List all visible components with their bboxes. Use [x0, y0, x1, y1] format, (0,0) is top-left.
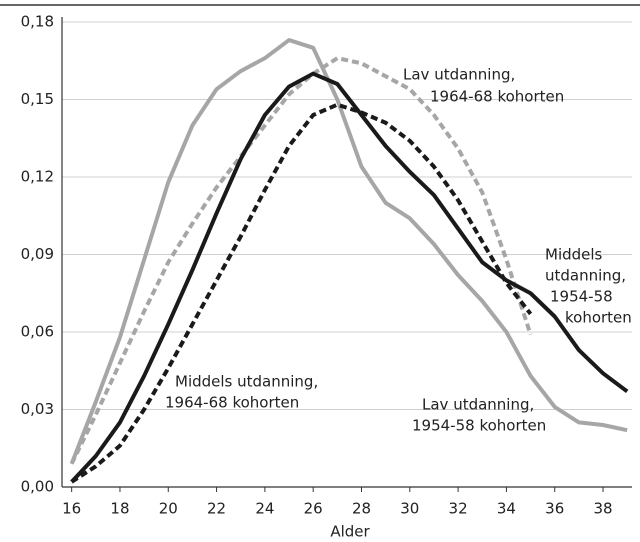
annotation: 1954-58 — [550, 288, 613, 306]
x-tick-label: 36 — [545, 500, 564, 518]
annotation: 1964-68 kohorten — [430, 88, 564, 106]
series-line — [70, 102, 533, 484]
annotation: Lav utdanning, — [403, 66, 515, 84]
y-tick-label: 0,06 — [21, 323, 54, 341]
y-tick-label: 0,03 — [21, 400, 54, 418]
x-tick-label: 34 — [497, 500, 516, 518]
x-tick-label: 22 — [207, 500, 226, 518]
y-tick-label: 0,15 — [21, 90, 54, 108]
series-line — [69, 56, 533, 465]
x-tick-label: 32 — [449, 500, 468, 518]
x-axis-label: Alder — [330, 523, 370, 541]
x-tick-label: 26 — [304, 500, 323, 518]
y-tick-label: 0,00 — [21, 478, 54, 496]
annotation: utdanning, — [545, 267, 626, 285]
x-tick-label: 16 — [62, 500, 81, 518]
annotation: Middels utdanning, — [175, 373, 318, 391]
y-tick-label: 0,09 — [21, 245, 54, 263]
x-tick-label: 24 — [255, 500, 274, 518]
x-tick-label: 20 — [159, 500, 178, 518]
series-line — [70, 71, 629, 484]
annotation: Lav utdanning, — [422, 396, 534, 414]
annotation: Middels — [545, 246, 603, 264]
y-tick-label: 0,12 — [21, 168, 54, 186]
series-line — [69, 38, 628, 465]
annotation: 1964-68 kohorten — [165, 394, 299, 412]
x-tick-label: 30 — [400, 500, 419, 518]
x-tick-label: 28 — [352, 500, 371, 518]
y-tick-label: 0,18 — [21, 13, 54, 31]
x-tick-label: 38 — [593, 500, 612, 518]
annotation: kohorten — [565, 309, 632, 327]
x-tick-label: 18 — [110, 500, 129, 518]
annotation: 1954-58 kohorten — [412, 417, 546, 435]
